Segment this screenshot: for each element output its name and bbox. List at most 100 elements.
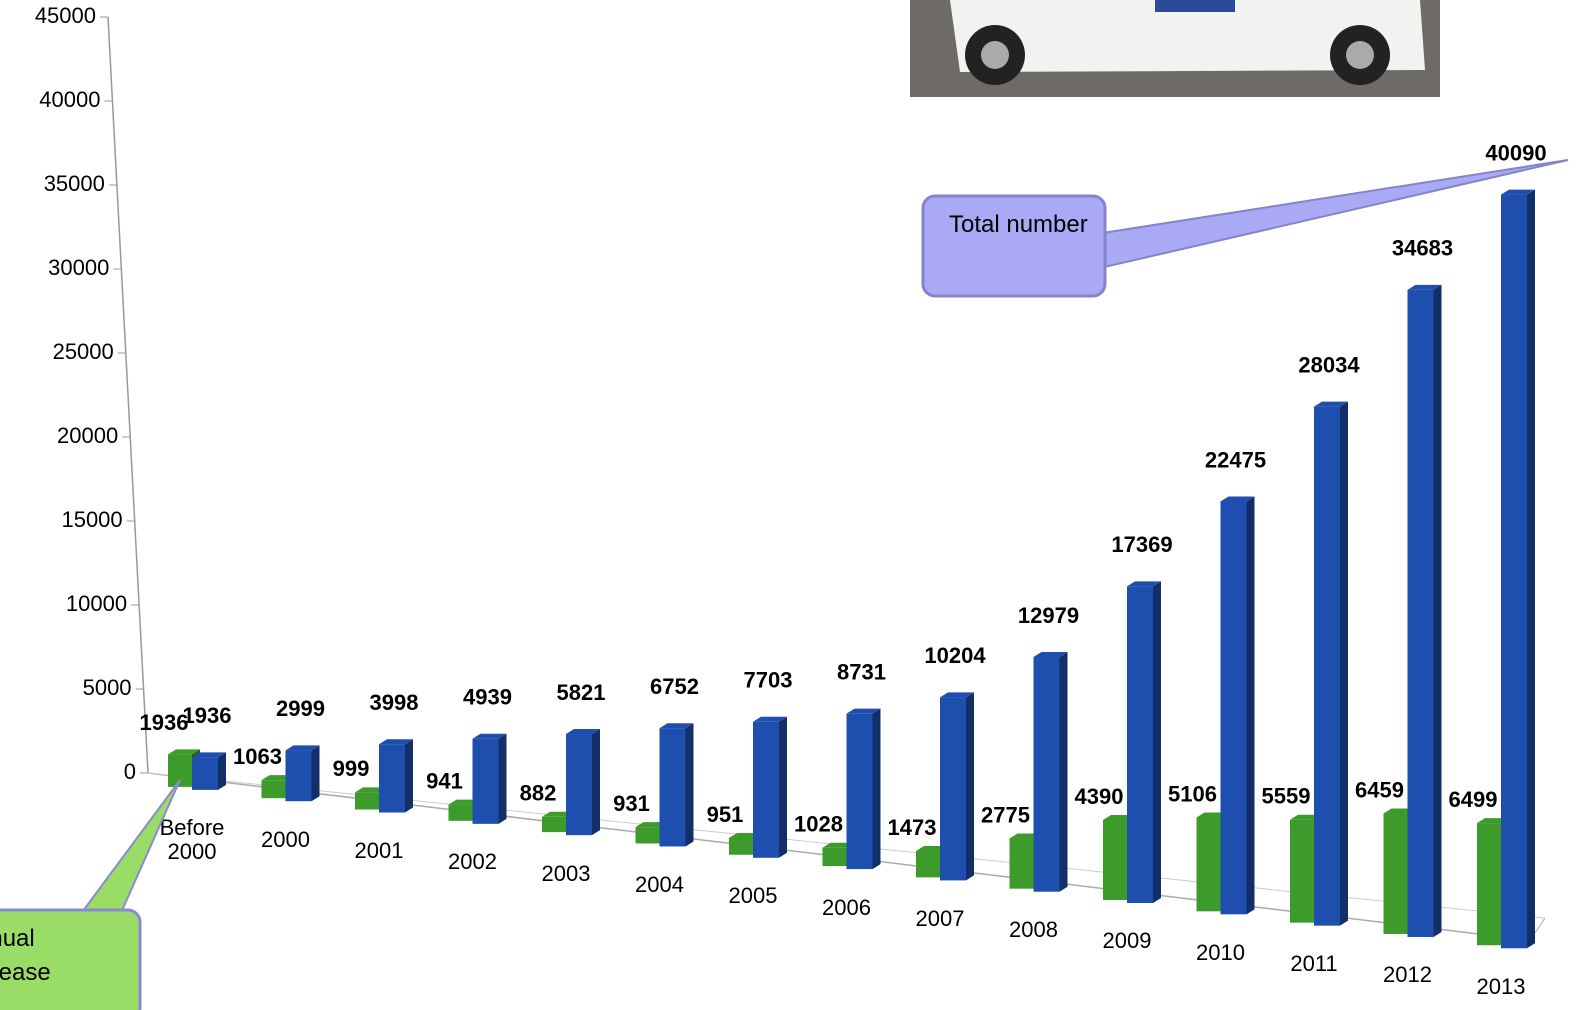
value-label: 1936 bbox=[140, 710, 189, 735]
bar-top bbox=[1407, 284, 1442, 290]
bar-side bbox=[405, 739, 413, 813]
bar bbox=[566, 734, 592, 836]
bar-top bbox=[940, 692, 974, 698]
value-label: 6499 bbox=[1449, 787, 1498, 812]
x-tick-label: 2004 bbox=[635, 872, 684, 897]
bar bbox=[753, 721, 779, 858]
bar bbox=[379, 744, 405, 813]
bar bbox=[1033, 656, 1060, 892]
bar-top bbox=[1501, 189, 1535, 195]
x-tick-label-box: 2008 bbox=[1009, 918, 1058, 942]
bar bbox=[822, 847, 847, 867]
value-label: 1028 bbox=[794, 812, 843, 837]
value-label: 2775 bbox=[981, 802, 1030, 827]
x-tick-label-box: 2002 bbox=[448, 850, 497, 874]
bar bbox=[940, 697, 966, 881]
value-label: 4939 bbox=[463, 685, 512, 710]
bar bbox=[448, 804, 473, 821]
bar bbox=[1314, 406, 1340, 926]
value-label: 28034 bbox=[1298, 352, 1360, 377]
value-label: 941 bbox=[426, 768, 463, 793]
bar-side bbox=[1153, 581, 1161, 904]
x-tick-label-box: 2005 bbox=[729, 884, 778, 908]
value-label: 951 bbox=[707, 802, 744, 827]
value-label: 4390 bbox=[1075, 784, 1124, 809]
bar bbox=[1477, 823, 1501, 946]
bar-top bbox=[192, 752, 226, 758]
x-tick-label: 2012 bbox=[1383, 963, 1432, 988]
bar-top bbox=[285, 745, 320, 751]
x-tick-label: 2000 bbox=[261, 827, 310, 852]
x-tick-label-box: Before 2000 bbox=[159, 816, 225, 865]
bar-top bbox=[753, 716, 787, 722]
bar-top bbox=[1314, 401, 1348, 407]
bar bbox=[635, 827, 660, 844]
y-axis bbox=[107, 16, 149, 774]
value-label: 2999 bbox=[276, 696, 325, 721]
value-label: 1473 bbox=[888, 815, 937, 840]
bar-side bbox=[1340, 401, 1348, 926]
bar-top bbox=[379, 739, 413, 745]
callout bbox=[921, 194, 1107, 298]
x-tick-label: 2003 bbox=[541, 861, 591, 886]
bar bbox=[261, 780, 286, 799]
value-label: 1063 bbox=[233, 744, 282, 769]
x-tick-label-box: 2013 bbox=[1476, 974, 1526, 999]
y-tick-label: 25000 bbox=[53, 339, 114, 364]
bar-side bbox=[966, 692, 974, 881]
bar bbox=[1407, 289, 1434, 937]
x-tick-label: 2007 bbox=[915, 906, 965, 931]
bar bbox=[1103, 819, 1127, 901]
bar-side bbox=[1059, 651, 1068, 892]
x-tick-label: 2009 bbox=[1102, 929, 1152, 954]
bar-top bbox=[1033, 651, 1068, 657]
value-label: 12979 bbox=[1018, 603, 1079, 628]
bar-top bbox=[659, 723, 694, 729]
bar bbox=[729, 837, 753, 855]
value-label: 34683 bbox=[1392, 236, 1453, 261]
bar bbox=[542, 816, 566, 833]
legend-total-box: Total number bbox=[949, 211, 1088, 238]
bar-side bbox=[218, 752, 226, 790]
y-tick-label: 30000 bbox=[48, 255, 109, 280]
bar bbox=[1383, 813, 1408, 934]
bar-top bbox=[1127, 581, 1161, 587]
y-tick-label: 5000 bbox=[83, 675, 132, 700]
bar bbox=[192, 757, 218, 790]
x-tick-label-box: 2010 bbox=[1196, 941, 1245, 965]
bar-top bbox=[566, 729, 600, 735]
value-label: 10204 bbox=[924, 643, 986, 668]
bar bbox=[285, 750, 312, 802]
value-label: 6752 bbox=[650, 674, 699, 699]
x-tick-label: 2011 bbox=[1290, 952, 1338, 977]
legend-annual-box: Annual increase bbox=[0, 925, 51, 986]
x-tick-label-box: 2004 bbox=[635, 872, 684, 897]
bar-side bbox=[1246, 496, 1255, 915]
value-label: 40090 bbox=[1485, 140, 1546, 165]
photo bbox=[910, 0, 1440, 97]
bar-side bbox=[779, 716, 787, 858]
value-label: 5106 bbox=[1168, 781, 1217, 806]
callout bbox=[0, 908, 142, 1010]
bar-side bbox=[1527, 189, 1535, 949]
bar bbox=[1290, 819, 1314, 923]
bar bbox=[1220, 501, 1247, 915]
value-label: 1936 bbox=[183, 703, 232, 728]
y-tick-label: 20000 bbox=[57, 423, 118, 448]
bar bbox=[1127, 586, 1153, 904]
y-tick-label: 0 bbox=[124, 759, 136, 784]
x-tick-label-box: 2001 bbox=[355, 839, 404, 863]
x-tick-label: 2013 bbox=[1476, 974, 1526, 999]
bar-side bbox=[311, 745, 320, 802]
x-tick-label-box: 2009 bbox=[1102, 929, 1152, 954]
y-tick-label: 40000 bbox=[39, 87, 100, 112]
x-tick-label: Before 2000 bbox=[159, 816, 225, 865]
bar bbox=[659, 728, 686, 847]
bar-side bbox=[1433, 284, 1442, 937]
value-label: 6459 bbox=[1355, 777, 1404, 802]
bar bbox=[1501, 194, 1527, 949]
bar bbox=[1196, 817, 1221, 912]
x-tick-label-box: 2012 bbox=[1383, 963, 1432, 988]
legend-annual: Annual increase bbox=[0, 925, 51, 986]
